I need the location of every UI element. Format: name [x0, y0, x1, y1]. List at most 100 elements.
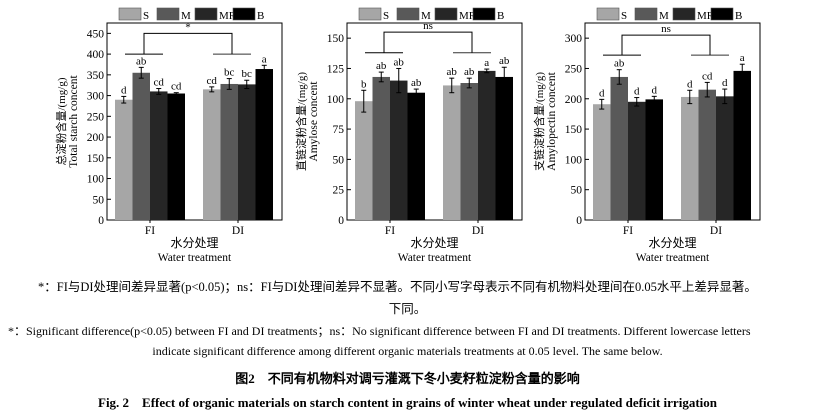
legend-label-B: B	[497, 10, 504, 22]
y-tick-label: 100	[565, 154, 583, 166]
significance-letter: bc	[224, 67, 235, 79]
figure-charts: S M MR B050100150200250300350400450总淀粉含量/(m…	[54, 7, 761, 264]
significance-letter: bc	[242, 68, 253, 80]
legend-swatch-S	[118, 7, 142, 21]
significance-letter: d	[722, 77, 728, 89]
significance-letter: b	[361, 78, 367, 90]
significance-letter: a	[262, 53, 267, 65]
figure-title-en: Fig. 2 Effect of organic materials on st…	[98, 395, 717, 410]
note-en-line2: indicate significant difference among di…	[152, 344, 663, 358]
between-treatment-significance: ns	[423, 20, 433, 32]
bar-FI-B	[407, 92, 425, 220]
significance-letter: ab	[464, 66, 475, 78]
significance-letter: ab	[136, 55, 147, 67]
y-tick-label: 125	[327, 63, 345, 75]
legend-label-S: S	[621, 10, 627, 22]
note-cn-line1: *：FI与DI处理间差异显著(p<0.05)；ns：FI与DI处理间差异不显著。…	[38, 280, 757, 294]
significance-letter: d	[599, 87, 605, 99]
legend-swatch-MR	[434, 7, 458, 21]
y-tick-label: 0	[576, 215, 582, 227]
bar-FI-S	[355, 101, 373, 220]
bar-DI-B	[733, 70, 751, 220]
significance-letter: ab	[614, 58, 625, 70]
legend-label-M: M	[421, 10, 431, 22]
y-tick-label: 200	[565, 94, 583, 106]
significance-letter: d	[634, 86, 640, 98]
significance-letter: ab	[499, 55, 510, 67]
note-en-line1: *：Significant difference(p<0.05) between…	[8, 324, 751, 338]
figure-title-cn: 图2 不同有机物料对调亏灌溉下冬小麦籽粒淀粉含量的影响	[235, 371, 580, 386]
significance-letter: cd	[154, 77, 165, 89]
chart-2: S M MR B 0 25 50 75 100 125 150 直链淀粉含量/(mg/g) Amylos…	[294, 7, 523, 264]
x-axis-label: Water treatment	[158, 252, 232, 264]
significance-letter: cd	[702, 70, 713, 82]
bar-FI-S	[115, 99, 133, 220]
y-tick-label: 50	[571, 185, 583, 197]
significance-letter: d	[652, 84, 658, 96]
plot-frame	[584, 22, 761, 221]
x-tick-label: DI	[472, 225, 484, 237]
bar-DI-S	[203, 89, 221, 220]
legend-label-S: S	[383, 10, 389, 22]
bracket-connector	[143, 32, 233, 55]
bar-FI-M	[610, 76, 628, 220]
legend-label-B: B	[735, 10, 742, 22]
y-axis-label-cn: 直链淀粉含量/(mg/g)	[294, 72, 308, 171]
legend-swatch-M	[156, 7, 180, 21]
y-tick-label: 75	[333, 124, 345, 136]
bar-DI-B	[255, 69, 273, 220]
y-tick-label: 250	[87, 111, 105, 123]
y-axis-label-cn: 总淀粉含量/(mg/g)	[54, 77, 68, 165]
y-tick-label: 150	[327, 33, 345, 45]
legend-label-MR: MR	[459, 10, 477, 22]
bar-FI-MR	[150, 91, 168, 220]
x-axis-label-cn: 水分处理	[648, 236, 696, 250]
y-tick-label: 200	[87, 132, 105, 144]
y-tick-label: 450	[87, 28, 105, 40]
legend-label-S: S	[143, 10, 149, 22]
y-tick-label: 300	[87, 91, 105, 103]
significance-letter: ab	[394, 56, 405, 68]
bar-DI-S	[681, 96, 699, 220]
chart-3: S M MR B 0 50 100 150 200 250 300 支链淀粉含量/(mg/g) Amyl…	[532, 7, 761, 264]
legend-label-MR: MR	[219, 10, 237, 22]
bar-FI-MR	[390, 80, 408, 220]
y-tick-label: 100	[327, 94, 345, 106]
legend-swatch-M	[634, 7, 658, 21]
x-axis-label: Water treatment	[398, 252, 472, 264]
bar-FI-MR	[628, 101, 646, 220]
x-tick-label: FI	[145, 225, 155, 237]
significance-letter: cd	[207, 75, 218, 87]
x-axis-label-cn: 水分处理	[170, 236, 218, 250]
legend-label-B: B	[257, 10, 264, 22]
y-tick-label: 0	[98, 215, 104, 227]
bar-FI-M	[372, 76, 390, 220]
legend-swatch-M	[396, 7, 420, 21]
significance-letter: a	[484, 57, 489, 69]
bar-DI-MR	[716, 96, 734, 220]
significance-letter: cd	[171, 81, 182, 93]
x-tick-label: FI	[385, 225, 395, 237]
y-axis-label: Amylose concent	[308, 81, 320, 162]
significance-letter: a	[740, 52, 745, 64]
legend-swatch-S	[358, 7, 382, 21]
legend-swatch-B	[472, 7, 496, 21]
legend-swatch-B	[232, 7, 256, 21]
bar-FI-M	[132, 72, 150, 220]
y-tick-label: 300	[565, 33, 583, 45]
y-tick-label: 350	[87, 70, 105, 82]
bar-DI-M	[460, 83, 478, 220]
y-tick-label: 0	[338, 215, 344, 227]
bar-DI-M	[220, 83, 238, 221]
legend-swatch-MR	[194, 7, 218, 21]
significance-letter: d	[121, 84, 127, 96]
x-tick-label: DI	[710, 225, 722, 237]
legend-label-M: M	[181, 10, 191, 22]
bar-DI-MR	[238, 84, 256, 221]
bar-DI-S	[443, 85, 461, 221]
x-tick-label: DI	[232, 225, 244, 237]
bracket-connector	[383, 31, 473, 53]
y-tick-label: 50	[333, 154, 345, 166]
plot-frame	[346, 22, 523, 221]
plot-frame	[106, 22, 283, 221]
